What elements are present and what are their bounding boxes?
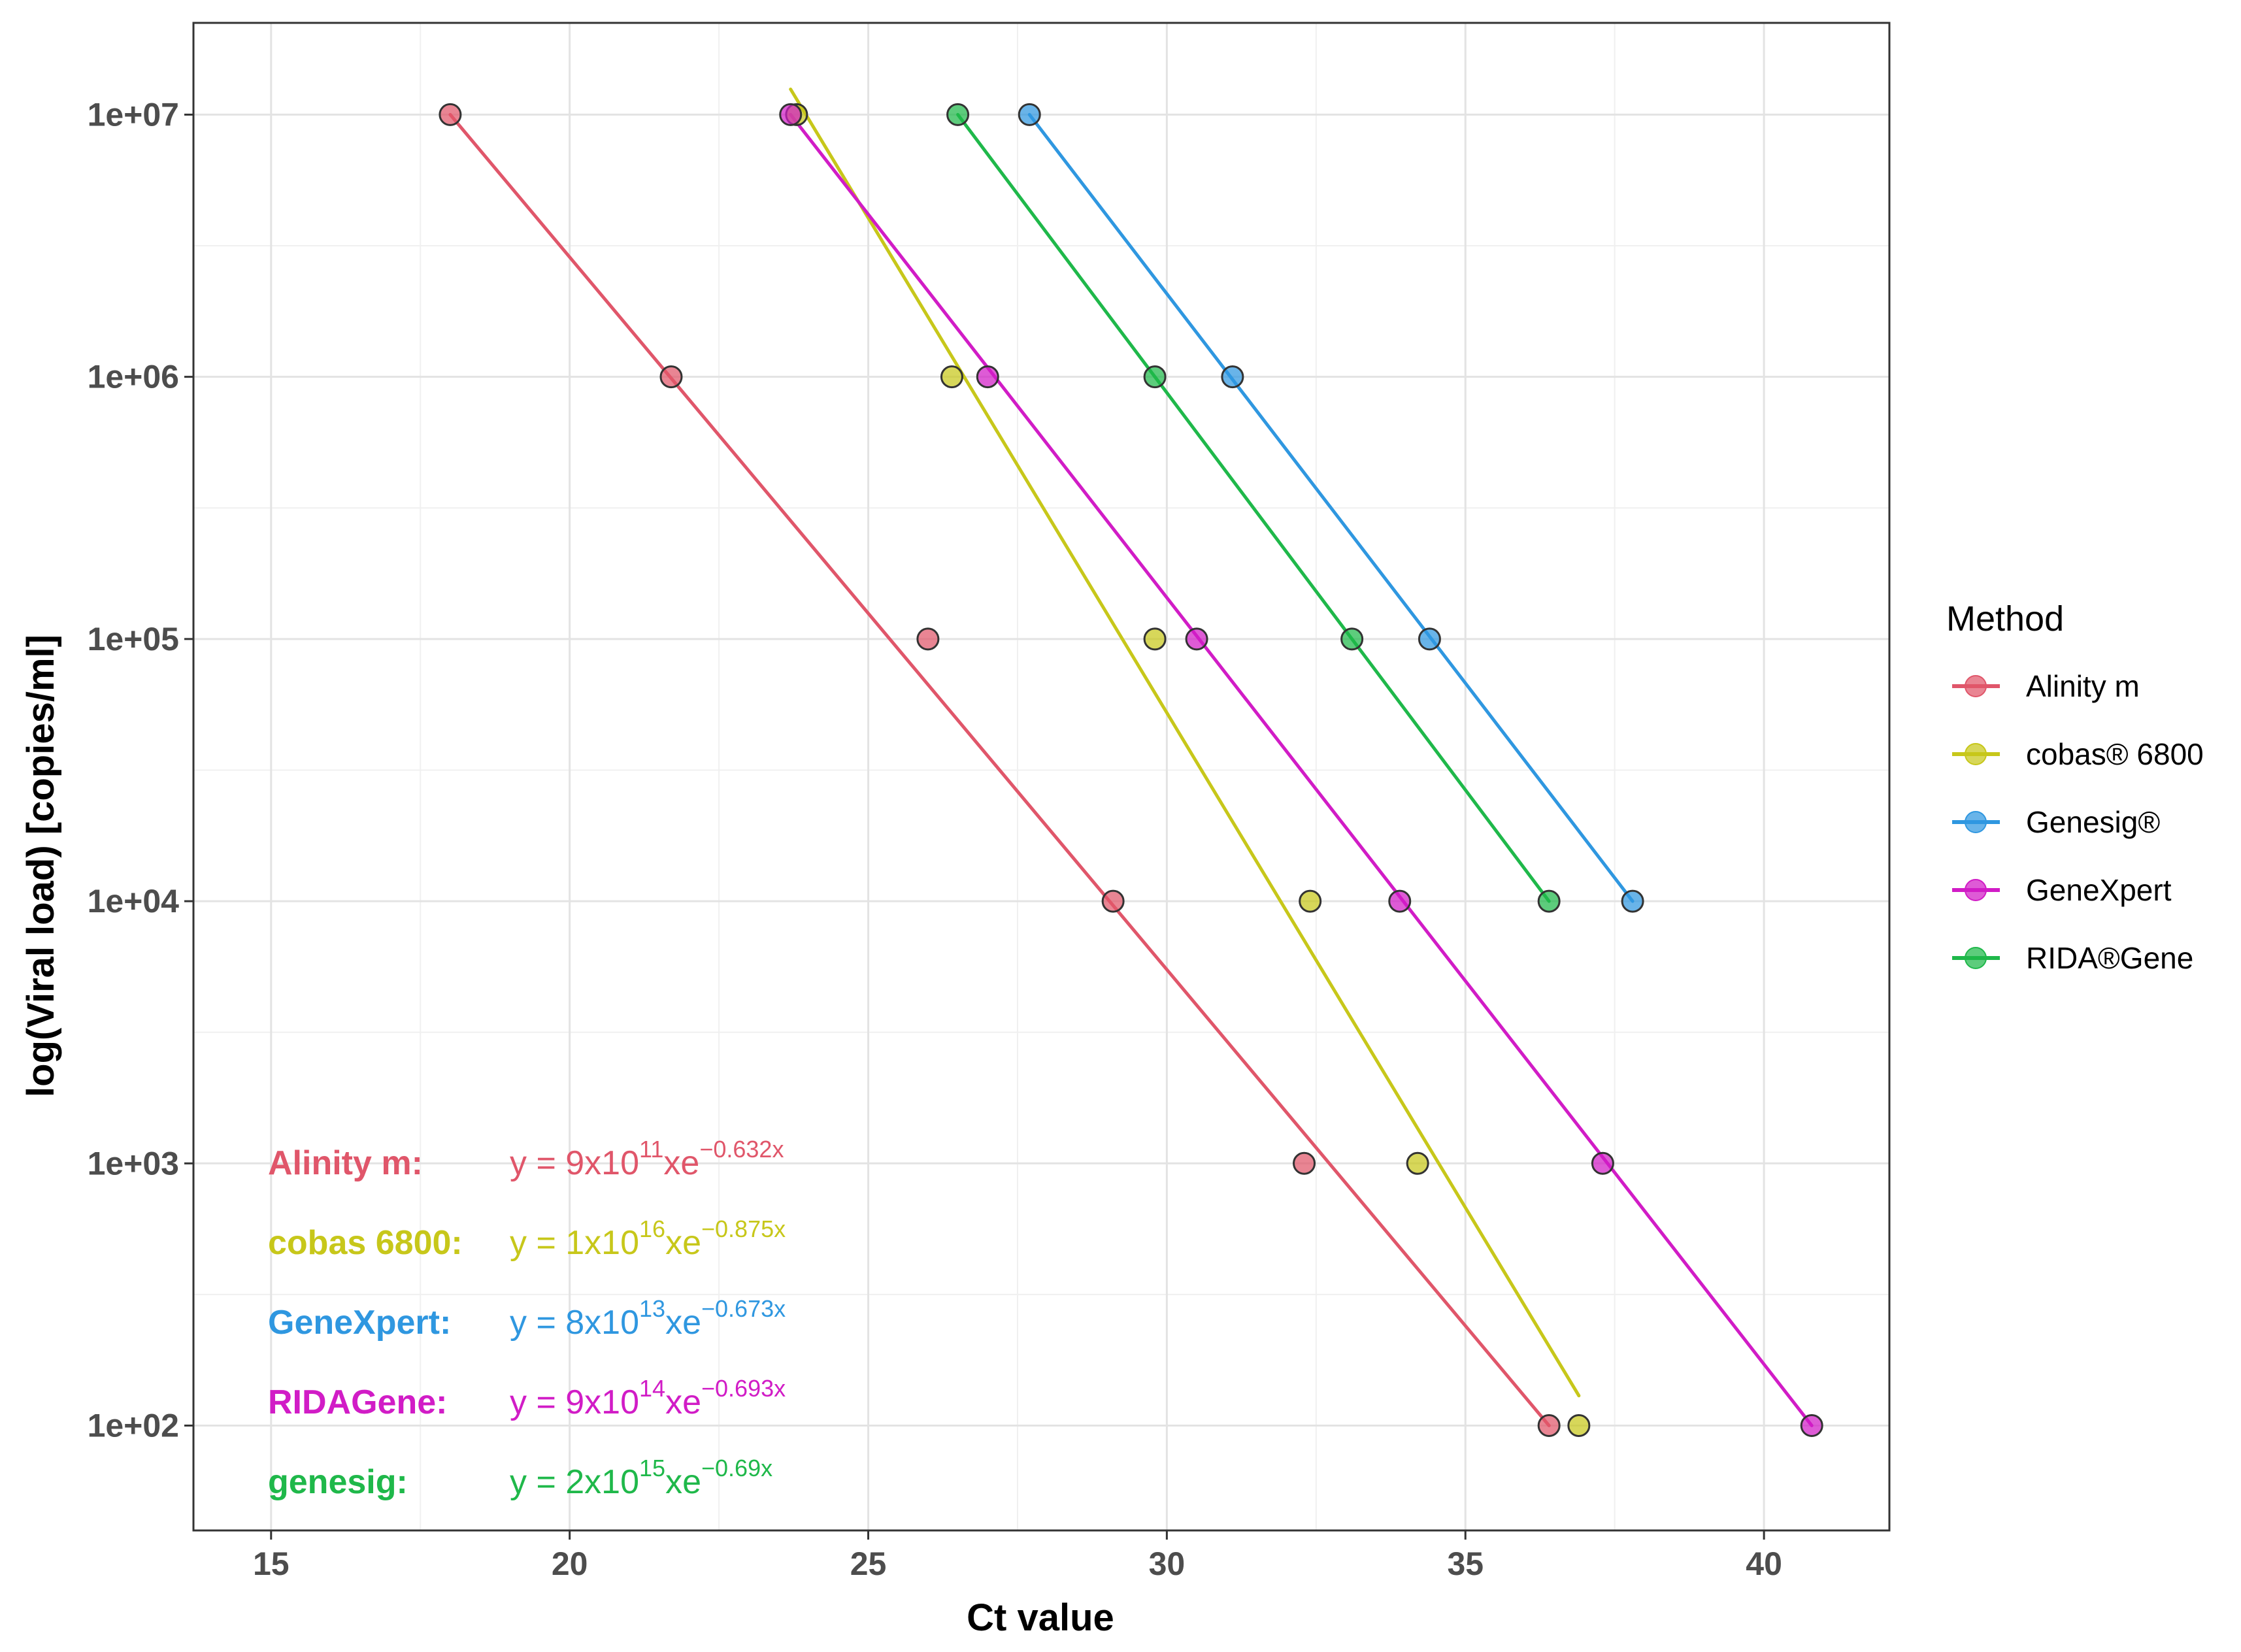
legend: Method Alinity m cobas® 6800 Genesig® GeneX… — [1946, 599, 2204, 975]
fit-lines — [448, 88, 1814, 1427]
data-points — [439, 103, 1823, 1438]
annotation-method-name: cobas 6800: — [268, 1224, 463, 1262]
data-point — [1143, 365, 1167, 389]
data-point — [976, 365, 999, 389]
y-tick-label: 1e+06 — [88, 359, 179, 395]
x-tick-label: 25 — [850, 1545, 887, 1582]
data-point — [439, 103, 462, 126]
fit-line — [1027, 112, 1635, 903]
x-tick-label: 30 — [1149, 1545, 1186, 1582]
x-tick-label: 20 — [552, 1545, 588, 1582]
legend-key-point — [1965, 879, 1987, 901]
annotation-method-name: RIDAGene: — [268, 1383, 447, 1421]
annotation-method-name: GeneXpert: — [268, 1304, 451, 1342]
y-tick-label: 1e+02 — [88, 1408, 179, 1444]
legend-key-point — [1965, 743, 1987, 765]
data-point — [659, 365, 683, 389]
fit-line — [789, 88, 1581, 1398]
annotation-equation: y = 1x1016xe−0.875x — [510, 1215, 786, 1262]
legend-title: Method — [1946, 599, 2064, 638]
data-point — [1418, 627, 1441, 651]
data-point — [1340, 627, 1364, 651]
legend-label: Genesig® — [2026, 805, 2160, 839]
legend-key-point — [1965, 675, 1987, 697]
data-point — [916, 627, 940, 651]
data-point — [1537, 1414, 1561, 1438]
y-tick-label: 1e+07 — [88, 96, 179, 133]
data-point — [940, 365, 963, 389]
data-point — [1143, 627, 1167, 651]
annotation-equation: y = 8x1013xe−0.673x — [510, 1295, 786, 1342]
data-point — [1018, 103, 1041, 126]
legend-label: Alinity m — [2026, 669, 2140, 703]
panel-border — [192, 22, 1891, 1532]
legend-key-point — [1965, 947, 1987, 969]
y-tick-label: 1e+03 — [88, 1145, 179, 1181]
data-point — [1800, 1414, 1823, 1438]
legend-key-point — [1965, 811, 1987, 833]
legend-label: GeneXpert — [2026, 873, 2172, 907]
y-axis-title: log(Viral load) [copies/ml] — [20, 635, 62, 1097]
y-tick-label: 1e+04 — [88, 883, 180, 919]
equation-annotations: Alinity m: y = 9x1011xe−0.632x cobas 6800:… — [268, 1136, 786, 1501]
annotation-method-name: Alinity m: — [268, 1144, 423, 1182]
data-point — [1621, 889, 1644, 913]
data-point — [1221, 365, 1244, 389]
fit-line — [789, 112, 1814, 1427]
data-point — [1388, 889, 1412, 913]
data-point — [1567, 1414, 1591, 1438]
annotation-method-name: genesig: — [268, 1463, 408, 1501]
annotation-equation: y = 9x1014xe−0.693x — [510, 1375, 786, 1421]
data-point — [1185, 627, 1208, 651]
legend-label: cobas® 6800 — [2026, 737, 2204, 771]
data-point — [946, 103, 970, 126]
axis-ticks: 15 20 25 30 35 40 1e+02 1e+03 1e+04 1e+05 1e+06 1e+… — [88, 96, 1782, 1582]
grid — [193, 23, 1889, 1530]
annotation-equation: y = 9x1011xe−0.632x — [510, 1136, 784, 1182]
data-point — [1406, 1151, 1429, 1175]
data-point — [1299, 889, 1322, 913]
fit-line — [956, 112, 1551, 903]
fit-line — [448, 112, 1551, 1427]
annotation-equation: y = 2x1015xe−0.69x — [510, 1455, 772, 1501]
x-tick-label: 40 — [1746, 1545, 1782, 1582]
data-point — [779, 103, 803, 126]
data-point — [1101, 889, 1125, 913]
data-point — [1537, 889, 1561, 913]
data-point — [1591, 1151, 1614, 1175]
y-tick-label: 1e+05 — [88, 621, 179, 657]
x-tick-label: 35 — [1447, 1545, 1484, 1582]
legend-label: RIDA®Gene — [2026, 941, 2193, 975]
x-axis-title: Ct value — [967, 1596, 1114, 1639]
data-point — [1293, 1151, 1316, 1175]
x-tick-label: 15 — [253, 1545, 290, 1582]
